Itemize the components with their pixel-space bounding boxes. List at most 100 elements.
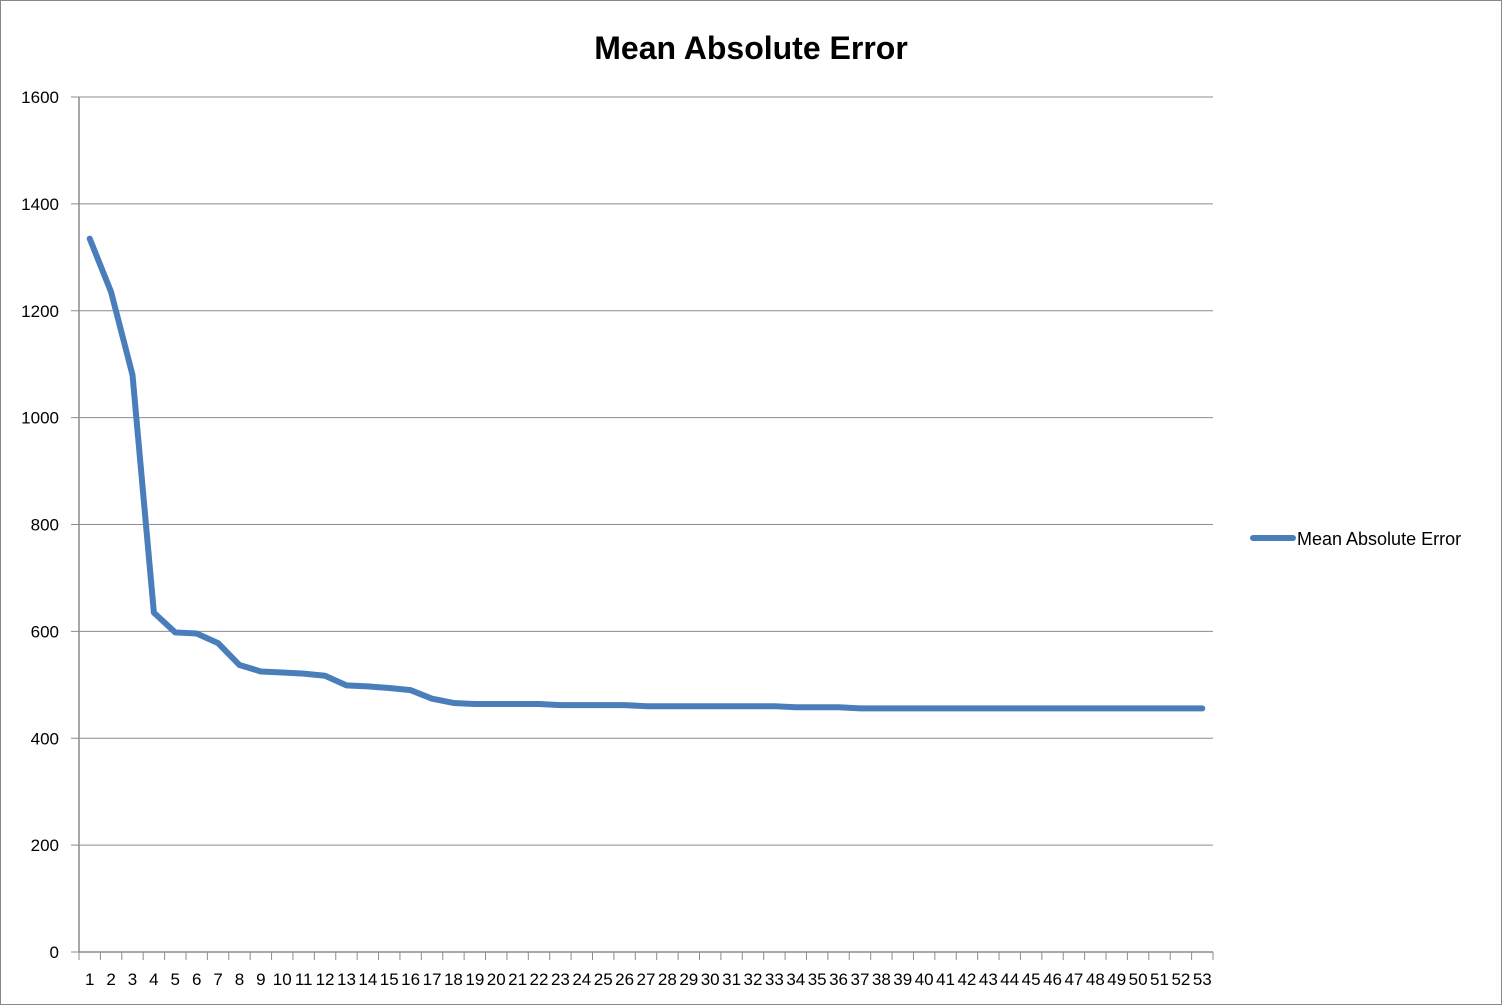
x-tick-label: 46 <box>1043 970 1062 989</box>
data-point <box>453 702 454 703</box>
y-tick-label: 1000 <box>21 409 59 428</box>
x-tick-label: 30 <box>701 970 720 989</box>
data-point <box>966 708 967 709</box>
x-tick-label: 27 <box>637 970 656 989</box>
x-tick-label: 38 <box>872 970 891 989</box>
x-tick-labels: 1 2 3 4 5 6 7 8 9 10 11 12 13 14 15 16 17 18 19 20 21 22 23 24 2… <box>85 970 1212 989</box>
data-point <box>945 708 946 709</box>
x-tick-label: 43 <box>979 970 998 989</box>
x-tick-label: 53 <box>1193 970 1212 989</box>
x-tick-label: 9 <box>256 970 265 989</box>
x-tick-label: 47 <box>1064 970 1083 989</box>
data-point <box>817 707 818 708</box>
data-point <box>432 698 433 699</box>
x-tick-label: 2 <box>106 970 115 989</box>
data-point <box>1073 708 1074 709</box>
series-line <box>86 235 1206 712</box>
data-point <box>1009 708 1010 709</box>
data-point <box>1052 708 1053 709</box>
x-tick-label: 34 <box>786 970 805 989</box>
data-point <box>667 706 668 707</box>
x-tick-label: 45 <box>1022 970 1041 989</box>
data-point <box>902 708 903 709</box>
data-point <box>710 706 711 707</box>
legend: Mean Absolute Error <box>1250 529 1461 549</box>
data-point <box>346 685 347 686</box>
y-tick-label: 1200 <box>21 302 59 321</box>
data-point <box>175 632 176 633</box>
y-tick-label: 1600 <box>21 88 59 107</box>
x-tick-label: 40 <box>915 970 934 989</box>
data-point <box>752 706 753 707</box>
x-tick-label: 12 <box>316 970 335 989</box>
data-point <box>603 705 604 706</box>
x-tick-label: 44 <box>1000 970 1019 989</box>
x-tick-label: 21 <box>508 970 527 989</box>
x-tick-label: 31 <box>722 970 741 989</box>
x-tick-label: 36 <box>829 970 848 989</box>
x-tick-label: 48 <box>1086 970 1105 989</box>
x-tick-label: 39 <box>893 970 912 989</box>
y-tick-label: 1400 <box>21 195 59 214</box>
y-tick-label: 400 <box>31 729 59 748</box>
y-tick-label: 0 <box>50 943 59 962</box>
data-point <box>560 705 561 706</box>
data-point <box>1180 708 1181 709</box>
x-tick-label: 24 <box>572 970 591 989</box>
x-tick-label: 5 <box>171 970 180 989</box>
data-point <box>389 688 390 689</box>
x-tick-label: 35 <box>808 970 827 989</box>
data-point <box>111 292 112 293</box>
x-tick-label: 25 <box>594 970 613 989</box>
data-point <box>859 708 860 709</box>
x-tick-label: 3 <box>128 970 137 989</box>
data-point <box>89 238 90 239</box>
data-point <box>239 665 240 666</box>
data-point <box>988 708 989 709</box>
x-tick-label: 10 <box>273 970 292 989</box>
data-point <box>1138 708 1139 709</box>
data-point <box>132 374 133 375</box>
x-tick-label: 26 <box>615 970 634 989</box>
x-tick-label: 16 <box>401 970 420 989</box>
data-point <box>539 704 540 705</box>
y-tick-label: 600 <box>31 622 59 641</box>
x-tick-label: 29 <box>679 970 698 989</box>
data-point <box>795 707 796 708</box>
data-point <box>153 612 154 613</box>
x-tick-label: 20 <box>487 970 506 989</box>
x-tick-label: 17 <box>423 970 442 989</box>
data-point <box>1202 708 1203 709</box>
x-tick-label: 7 <box>213 970 222 989</box>
data-point <box>218 643 219 644</box>
data-point <box>624 705 625 706</box>
data-point <box>474 704 475 705</box>
x-tick-label: 1 <box>85 970 94 989</box>
x-tick-label: 28 <box>658 970 677 989</box>
x-tick-label: 49 <box>1107 970 1126 989</box>
x-tick-label: 33 <box>765 970 784 989</box>
data-point <box>196 633 197 634</box>
x-tick-label: 15 <box>380 970 399 989</box>
data-point <box>646 706 647 707</box>
data-point <box>303 673 304 674</box>
data-point <box>325 675 326 676</box>
chart-title: Mean Absolute Error <box>594 30 908 66</box>
data-point <box>731 706 732 707</box>
x-tick-label: 32 <box>744 970 763 989</box>
x-tick-label: 50 <box>1129 970 1148 989</box>
y-tick-labels: 0 200 400 600 800 1000 1200 1400 1600 <box>21 88 59 962</box>
y-tick-label: 800 <box>31 516 59 535</box>
x-tick-label: 11 <box>295 970 313 989</box>
gridlines <box>71 96 1213 846</box>
series-layer <box>86 235 1206 712</box>
y-tick-label: 200 <box>31 836 59 855</box>
axes <box>71 97 1214 960</box>
x-tick-label: 52 <box>1171 970 1190 989</box>
data-point <box>581 705 582 706</box>
data-point <box>1159 708 1160 709</box>
x-tick-label: 42 <box>957 970 976 989</box>
x-tick-label: 8 <box>235 970 244 989</box>
data-point <box>1095 708 1096 709</box>
